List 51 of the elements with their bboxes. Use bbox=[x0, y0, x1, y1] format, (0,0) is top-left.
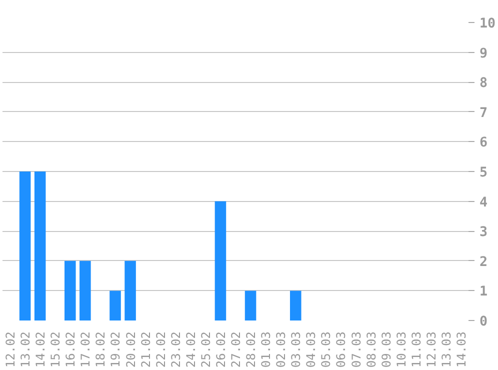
y-tick-label: 2 bbox=[480, 254, 488, 270]
bar bbox=[64, 260, 76, 320]
y-tick-label: 5 bbox=[480, 166, 488, 180]
x-tick-label: 12.02 bbox=[4, 332, 18, 368]
x-tick-label: 15.02 bbox=[48, 332, 63, 368]
y-tick-label: 8 bbox=[480, 76, 488, 92]
x-tick-label: 11.03 bbox=[409, 332, 424, 368]
y-tick-label: 9 bbox=[480, 46, 488, 62]
y-tick-label: 3 bbox=[480, 225, 488, 240]
x-tick-label: 09.03 bbox=[379, 332, 394, 368]
x-tick-label: 03.03 bbox=[289, 332, 304, 368]
x-tick-label: 26.02 bbox=[214, 332, 228, 368]
bar bbox=[290, 290, 302, 320]
x-tick-label: 14.02 bbox=[34, 332, 48, 368]
x-tick-label: 20.02 bbox=[124, 332, 138, 368]
y-tick-label: 7 bbox=[480, 106, 488, 121]
y-tick-label: 10 bbox=[480, 16, 496, 32]
x-tick-label: 24.02 bbox=[184, 332, 198, 368]
bar bbox=[80, 260, 91, 320]
bar bbox=[214, 201, 226, 320]
bar bbox=[34, 172, 46, 320]
x-tick-label: 12.03 bbox=[424, 332, 438, 368]
x-tick-label: 06.03 bbox=[334, 332, 348, 368]
x-tick-label: 18.02 bbox=[94, 332, 108, 368]
x-tick-label: 14.03 bbox=[454, 332, 468, 368]
y-tick-label: 6 bbox=[480, 136, 488, 151]
x-tick-label: 05.03 bbox=[319, 332, 334, 368]
bar bbox=[110, 290, 121, 320]
x-tick-label: 16.02 bbox=[64, 332, 78, 368]
x-tick-label: 13.03 bbox=[439, 332, 454, 368]
y-tick-label: 1 bbox=[480, 284, 488, 300]
x-tick-label: 21.02 bbox=[138, 332, 153, 368]
x-tick-label: 27.02 bbox=[229, 332, 243, 368]
x-tick-label: 25.02 bbox=[198, 332, 213, 368]
bar bbox=[19, 172, 31, 320]
bar bbox=[124, 260, 136, 320]
y-tick-label: 0 bbox=[480, 314, 488, 330]
x-tick-label: 19.02 bbox=[108, 332, 123, 368]
x-tick-label: 02.03 bbox=[274, 332, 288, 368]
x-tick-label: 23.02 bbox=[168, 332, 183, 368]
x-tick-label: 07.03 bbox=[349, 332, 364, 368]
x-tick-label: 08.03 bbox=[364, 332, 378, 368]
y-tick-label: 4 bbox=[480, 195, 488, 210]
x-tick-label: 10.03 bbox=[394, 332, 408, 368]
x-tick-label: 13.02 bbox=[18, 332, 33, 368]
x-tick-label: 17.02 bbox=[78, 332, 93, 368]
bar bbox=[244, 290, 256, 320]
x-tick-label: 01.03 bbox=[259, 332, 274, 368]
x-tick-label: 04.03 bbox=[304, 332, 318, 368]
x-tick-label: 28.02 bbox=[244, 332, 258, 368]
x-tick-label: 22.02 bbox=[154, 332, 168, 368]
